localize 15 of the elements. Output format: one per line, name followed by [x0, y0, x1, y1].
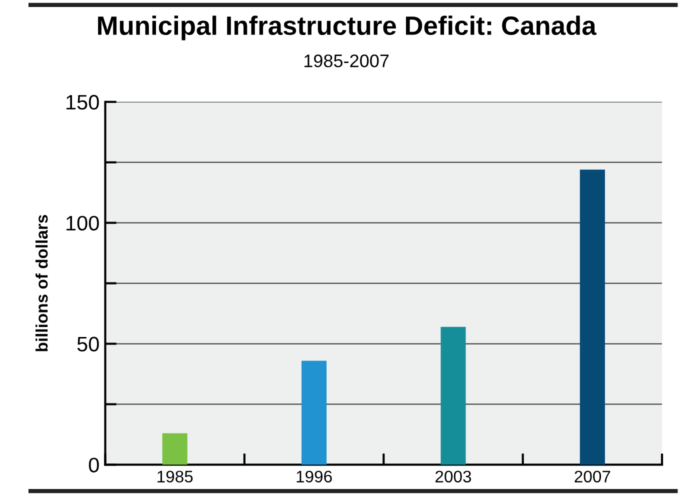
y-tick-label: 100	[66, 216, 99, 231]
bar	[162, 433, 188, 465]
x-tick-label: 2007	[574, 470, 610, 482]
bar	[302, 360, 327, 465]
bar	[580, 170, 605, 465]
chart-subtitle: 1985-2007	[304, 54, 389, 68]
y-axis-title: billions of dollars	[36, 214, 48, 352]
bar	[440, 326, 466, 465]
x-tick-label: 1996	[296, 470, 332, 482]
y-tick-label: 0	[88, 458, 99, 472]
chart-title: Municipal Infrastructure Deficit: Canada	[98, 16, 596, 40]
y-tick-label: 150	[66, 94, 99, 110]
y-tick-label: 50	[77, 336, 99, 352]
x-tick-label: 1985	[158, 470, 193, 482]
x-tick-label: 2003	[436, 470, 472, 482]
